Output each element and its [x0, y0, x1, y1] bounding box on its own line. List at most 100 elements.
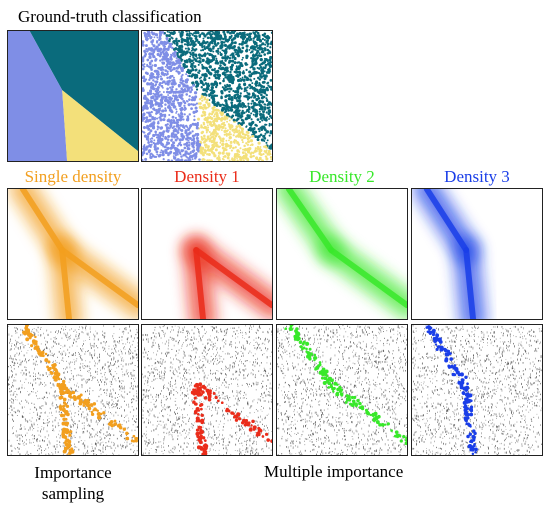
noise-sample [74, 412, 76, 414]
gt-sample-point [206, 52, 209, 55]
noise-sample [137, 366, 138, 368]
importance-sample [30, 344, 34, 348]
noise-sample [58, 342, 60, 345]
noise-sample [31, 424, 33, 427]
noise-sample [118, 353, 120, 356]
gt-sample-point [245, 44, 249, 48]
noise-sample [264, 417, 266, 420]
gt-sample-point [227, 97, 230, 100]
gt-sample-point [158, 38, 161, 42]
noise-sample [110, 389, 111, 392]
gt-sample-point [200, 49, 203, 52]
noise-sample [222, 443, 224, 446]
noise-sample [177, 331, 179, 334]
gt-sample-point [235, 119, 239, 122]
gt-sample-point [155, 112, 158, 115]
noise-sample [220, 355, 222, 357]
gt-sample-point [198, 158, 201, 161]
gt-sample-point [215, 44, 218, 47]
gt-sample-point [196, 147, 199, 150]
noise-sample [16, 409, 18, 412]
gt-sample-point [143, 31, 146, 35]
noise-sample [115, 349, 116, 352]
noise-sample [210, 423, 212, 426]
noise-sample [223, 438, 224, 441]
noise-sample [119, 396, 120, 397]
noise-sample [61, 354, 63, 356]
noise-sample [241, 425, 243, 428]
noise-sample [250, 432, 252, 434]
gt-sample-point [222, 31, 226, 34]
noise-sample [186, 371, 187, 374]
noise-sample [201, 326, 203, 328]
gt-sample-point [223, 108, 227, 111]
noise-sample [109, 392, 111, 394]
noise-sample [25, 443, 27, 445]
gt-sample-point [179, 35, 183, 38]
gt-sample-point [205, 82, 208, 85]
noise-sample [25, 453, 27, 455]
noise-sample [162, 326, 164, 328]
noise-sample [78, 333, 80, 336]
gt-sample-point [183, 83, 186, 86]
importance-sample [25, 325, 29, 327]
noise-sample [136, 392, 138, 395]
gt-sample-point [164, 42, 167, 45]
gt-sample-point [246, 131, 250, 135]
noise-sample [18, 443, 19, 445]
gt-sample-point [173, 97, 178, 101]
noise-sample [89, 342, 91, 346]
noise-sample [114, 370, 116, 373]
noise-sample [57, 451, 59, 453]
noise-sample [46, 397, 48, 399]
gt-sample-point [154, 90, 157, 93]
noise-sample [93, 345, 95, 347]
density-panel-3 [411, 188, 543, 320]
noise-sample [95, 421, 97, 424]
gt-sample-point [197, 53, 202, 57]
gt-sample-point [186, 88, 190, 92]
noise-sample [92, 378, 94, 379]
noise-sample [113, 364, 114, 367]
importance-sample [64, 387, 67, 390]
noise-sample [48, 440, 50, 443]
gt-sample-point [230, 98, 234, 102]
noise-sample [131, 361, 133, 365]
noise-sample [242, 449, 244, 451]
noise-sample [56, 343, 57, 345]
gt-sample-point [215, 59, 218, 63]
gt-sample-point [219, 38, 222, 41]
noise-sample [251, 384, 252, 387]
noise-sample [75, 389, 77, 392]
importance-sample [96, 412, 101, 416]
noise-sample [237, 398, 239, 401]
noise-sample [108, 348, 110, 350]
noise-sample [70, 386, 72, 389]
noise-sample [169, 366, 171, 368]
noise-sample [103, 334, 105, 337]
noise-sample [125, 421, 127, 424]
gt-sample-point [151, 116, 155, 119]
gt-sample-point [157, 73, 160, 76]
gt-sample-point [268, 117, 271, 120]
gt-sample-point [223, 35, 227, 39]
gt-sample-point [230, 115, 234, 119]
gt-sample-point [150, 72, 154, 76]
noise-sample [132, 398, 134, 400]
gt-sample-point [159, 52, 163, 56]
noise-sample [185, 383, 186, 386]
noise-sample [20, 346, 21, 349]
noise-sample [124, 346, 125, 348]
noise-sample [61, 337, 63, 340]
noise-sample [236, 351, 237, 353]
noise-sample [88, 365, 90, 368]
gt-sample-point [256, 118, 260, 122]
gt-sample-point [167, 141, 170, 145]
gt-sample-point [251, 61, 254, 65]
noise-sample [74, 389, 76, 392]
noise-sample [11, 361, 13, 363]
gt-sample-point [223, 56, 227, 60]
noise-sample [114, 340, 116, 343]
gt-sample-point [252, 40, 257, 44]
noise-sample [155, 368, 157, 371]
